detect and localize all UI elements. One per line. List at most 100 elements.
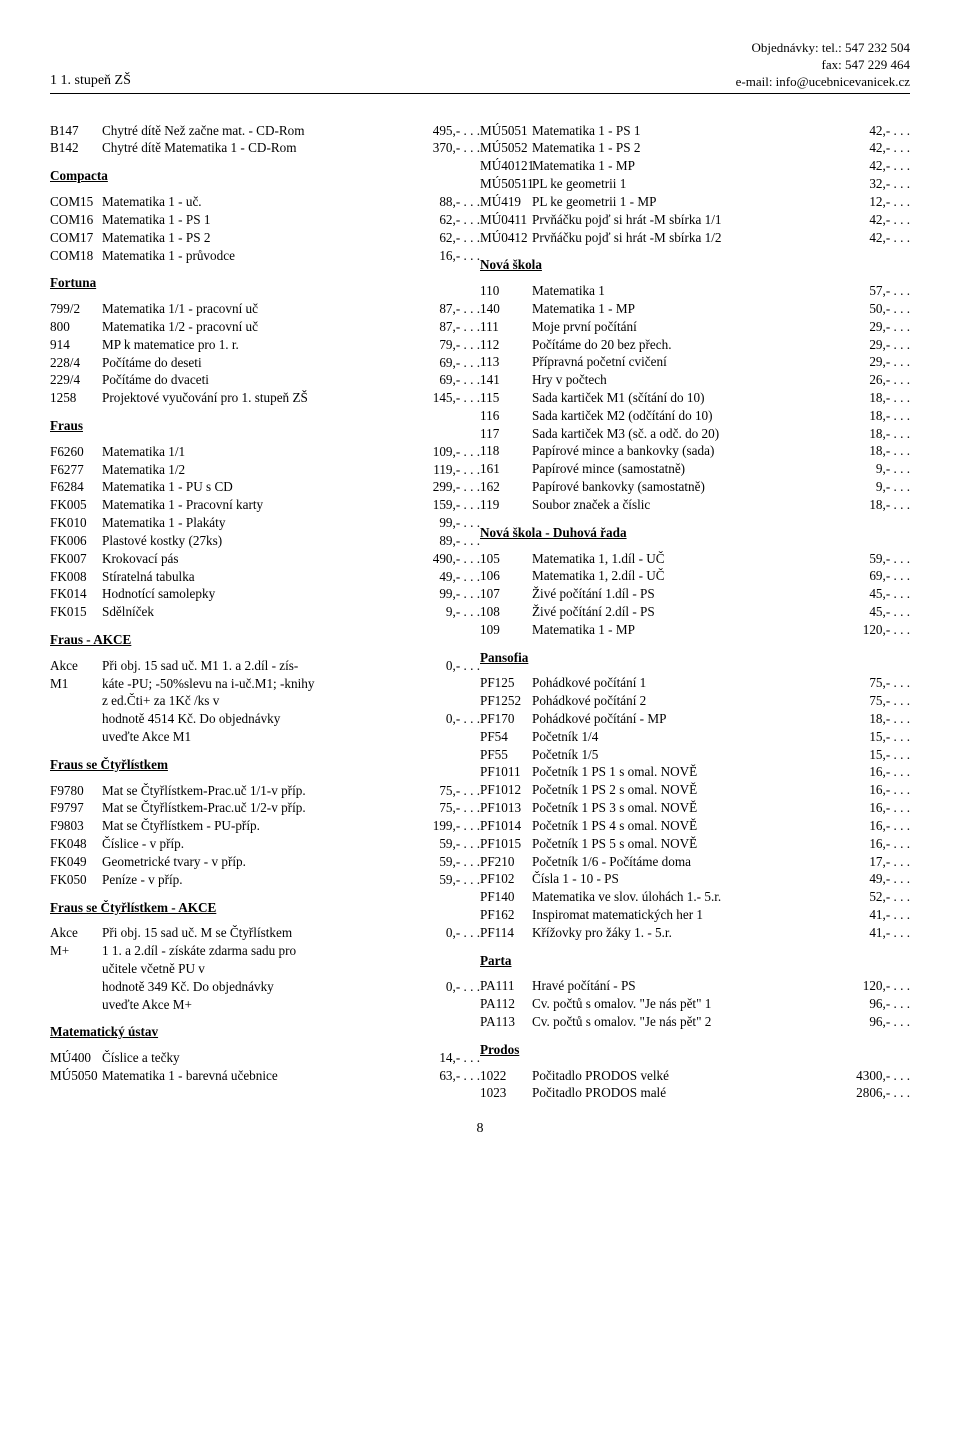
- product-price: 42,- . . .: [842, 211, 910, 229]
- product-desc: Matematika 1 - PS 2: [102, 229, 412, 247]
- header-phone: Objednávky: tel.: 547 232 504: [736, 40, 910, 57]
- catalog-row: B142Chytré dítě Matematika 1 - CD-Rom370…: [50, 139, 480, 157]
- product-desc: Sada kartiček M3 (sč. a odč. do 20): [532, 425, 842, 443]
- product-code: MÚ400: [50, 1049, 102, 1067]
- product-desc: Plastové kostky (27ks): [102, 532, 412, 550]
- page-number: 8: [50, 1120, 910, 1139]
- desc-line: 1 1. a 2.díl - získáte zdarma sadu pro: [102, 942, 408, 960]
- product-desc: Matematika 1 - PS 2: [532, 139, 842, 157]
- product-price: 18,- . . .: [842, 442, 910, 460]
- product-price: 159,- . . .: [412, 496, 480, 514]
- product-desc: Počitadlo PRODOS malé: [532, 1084, 842, 1102]
- header-right: Objednávky: tel.: 547 232 504 fax: 547 2…: [736, 40, 910, 91]
- product-price: 75,- . . .: [412, 782, 480, 800]
- product-price: 16,- . . .: [842, 799, 910, 817]
- section-title: Nová škola: [480, 256, 910, 274]
- product-code: FK006: [50, 532, 102, 550]
- catalog-row: FK005Matematika 1 - Pracovní karty159,- …: [50, 496, 480, 514]
- product-code: PF1014: [480, 817, 532, 835]
- catalog-row: 799/2Matematika 1/1 - pracovní uč87,- . …: [50, 300, 480, 318]
- product-desc: Počítáme do 20 bez přech.: [532, 336, 842, 354]
- product-code: F6260: [50, 443, 102, 461]
- catalog-row: COM18Matematika 1 - průvodce16,- . . .: [50, 247, 480, 265]
- product-desc: Mat se Čtyřlístkem-Prac.uč 1/1-v příp.: [102, 782, 412, 800]
- product-desc: Číslice - v příp.: [102, 835, 412, 853]
- product-desc: Krokovací pás: [102, 550, 412, 568]
- catalog-row: MÚ0412Prvňáčku pojď si hrát -M sbírka 1/…: [480, 229, 910, 247]
- product-desc: Matematika 1 - Plakáty: [102, 514, 412, 532]
- product-desc: Sada kartiček M1 (sčítání do 10): [532, 389, 842, 407]
- product-code: FK007: [50, 550, 102, 568]
- product-code: MÚ5052: [480, 139, 532, 157]
- product-code: 105: [480, 550, 532, 568]
- header-email: e-mail: info@ucebnicevanicek.cz: [736, 74, 910, 91]
- product-code: 1022: [480, 1067, 532, 1085]
- product-price: 16,- . . .: [842, 763, 910, 781]
- product-code: COM17: [50, 229, 102, 247]
- catalog-row: PF210Početník 1/6 - Počítáme doma17,- . …: [480, 853, 910, 871]
- product-code: 111: [480, 318, 532, 336]
- section-title: Compacta: [50, 167, 480, 185]
- catalog-row: PF102Čísla 1 - 10 - PS49,- . . .: [480, 870, 910, 888]
- catalog-row: 115Sada kartiček M1 (sčítání do 10)18,- …: [480, 389, 910, 407]
- product-desc: Matematika 1 - uč.: [102, 193, 412, 211]
- product-price: 57,- . . .: [842, 282, 910, 300]
- product-code: 112: [480, 336, 532, 354]
- catalog-row: 117Sada kartiček M3 (sč. a odč. do 20)18…: [480, 425, 910, 443]
- product-price: 41,- . . .: [842, 924, 910, 942]
- product-desc: Prvňáčku pojď si hrát -M sbírka 1/1: [532, 211, 842, 229]
- catalog-row: FK010Matematika 1 - Plakáty99,- . . .: [50, 514, 480, 532]
- catalog-row: 108Živé počítání 2.díl - PS45,- . . .: [480, 603, 910, 621]
- section-title: Nová škola - Duhová řada: [480, 524, 910, 542]
- product-desc: Matematika 1 - barevná učebnice: [102, 1067, 412, 1085]
- section-title: Pansofia: [480, 649, 910, 667]
- product-desc: Početník 1 PS 5 s omal. NOVĚ: [532, 835, 842, 853]
- catalog-row: 800Matematika 1/2 - pracovní uč87,- . . …: [50, 318, 480, 336]
- product-price: 89,- . . .: [412, 532, 480, 550]
- desc-line: Při obj. 15 sad uč. M se Čtyřlístkem: [102, 924, 408, 942]
- product-code: MÚ5050: [50, 1067, 102, 1085]
- catalog-row: PF114Křížovky pro žáky 1. - 5.r.41,- . .…: [480, 924, 910, 942]
- product-desc: Matematika 1: [532, 282, 842, 300]
- product-price: 9,- . . .: [412, 603, 480, 621]
- product-code: COM15: [50, 193, 102, 211]
- product-code: 140: [480, 300, 532, 318]
- product-code: PA111: [480, 977, 532, 995]
- product-price: 29,- . . .: [842, 336, 910, 354]
- product-desc: Matematika 1 - MP: [532, 300, 842, 318]
- product-code: COM18: [50, 247, 102, 265]
- section-title: Fraus se Čtyřlístkem: [50, 756, 480, 774]
- product-desc: Matematika ve slov. úlohách 1.- 5.r.: [532, 888, 842, 906]
- product-code: PF125: [480, 674, 532, 692]
- product-code: 118: [480, 442, 532, 460]
- catalog-row: MÚ5050Matematika 1 - barevná učebnice63,…: [50, 1067, 480, 1085]
- product-code: FK008: [50, 568, 102, 586]
- product-desc: Matematika 1/1: [102, 443, 412, 461]
- price-line: [412, 960, 480, 978]
- product-desc: Mat se Čtyřlístkem-Prac.uč 1/2-v příp.: [102, 799, 412, 817]
- catalog-row: FK006Plastové kostky (27ks)89,- . . .: [50, 532, 480, 550]
- product-code: B142: [50, 139, 102, 157]
- product-price: 18,- . . .: [842, 710, 910, 728]
- product-desc: Prvňáčku pojď si hrát -M sbírka 1/2: [532, 229, 842, 247]
- section-title: Matematický ústav: [50, 1023, 480, 1041]
- catalog-row: 914MP k matematice pro 1. r.79,- . . .: [50, 336, 480, 354]
- catalog-row: F9780Mat se Čtyřlístkem-Prac.uč 1/1-v př…: [50, 782, 480, 800]
- desc-line: učitele včetně PU v: [102, 960, 408, 978]
- product-code: 1258: [50, 389, 102, 407]
- product-price: 45,- . . .: [842, 603, 910, 621]
- product-desc: Přípravná početní cvičení: [532, 353, 842, 371]
- product-price: 96,- . . .: [842, 1013, 910, 1031]
- product-price: 4300,- . . .: [842, 1067, 910, 1085]
- section-title: Fortuna: [50, 274, 480, 292]
- catalog-row: PF55Početník 1/515,- . . .: [480, 746, 910, 764]
- product-desc: Hodnotící samolepky: [102, 585, 412, 603]
- product-desc: Matematika 1/2: [102, 461, 412, 479]
- product-price: 69,- . . .: [412, 371, 480, 389]
- product-price: 41,- . . .: [842, 906, 910, 924]
- product-price: 119,- . . .: [412, 461, 480, 479]
- product-desc: Živé počítání 2.díl - PS: [532, 603, 842, 621]
- product-code: 115: [480, 389, 532, 407]
- product-code: FK005: [50, 496, 102, 514]
- catalog-row: F9803Mat se Čtyřlístkem - PU-příp.199,- …: [50, 817, 480, 835]
